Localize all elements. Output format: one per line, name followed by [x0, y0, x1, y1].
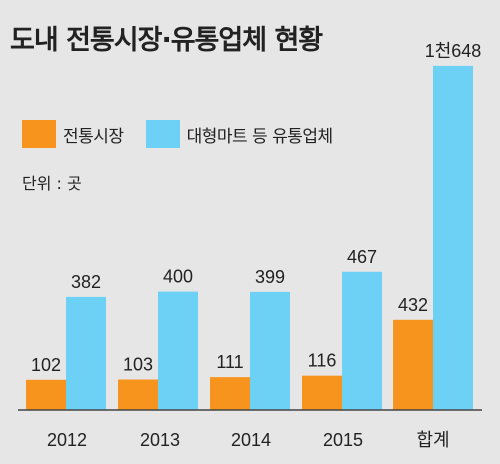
x-tick-label-0: 2012 — [47, 430, 87, 450]
data-label-retail-0: 382 — [71, 272, 101, 292]
data-label-traditional-market-3: 116 — [308, 351, 337, 371]
bar-retail-3 — [342, 271, 382, 410]
legend-label-traditional-market: 전통시장 — [63, 126, 124, 147]
data-label-traditional-market-0: 102 — [31, 355, 61, 375]
bar-traditional-market-3 — [302, 375, 342, 410]
x-tick-label-4: 합계 — [416, 430, 449, 450]
x-tick-label-1: 2013 — [140, 430, 180, 450]
bar-traditional-market-2 — [210, 377, 250, 410]
data-label-retail-1: 400 — [163, 267, 193, 287]
bar-retail-0 — [66, 296, 106, 410]
bar-traditional-market-4 — [393, 319, 433, 410]
data-label-traditional-market-1: 103 — [123, 355, 153, 375]
legend-swatch-traditional-market — [22, 120, 56, 148]
bar-retail-2 — [250, 291, 290, 410]
legend-swatch-retail — [145, 120, 180, 148]
data-label-traditional-market-4: 432 — [398, 295, 428, 315]
data-label-traditional-market-2: 111 — [216, 352, 243, 372]
data-label-retail-3: 467 — [347, 247, 377, 267]
x-tick-label-3: 2015 — [323, 430, 363, 450]
legend: 전통시장 대형마트 등 유통업체 — [22, 120, 355, 148]
bar-retail-4 — [433, 65, 473, 411]
legend-label-retail: 대형마트 등 유통업체 — [186, 126, 334, 147]
bar-traditional-market-0 — [26, 379, 66, 410]
data-label-retail-4: 1천648 — [425, 41, 482, 61]
bar-retail-1 — [158, 291, 198, 410]
unit-label: 단위 : 곳 — [22, 174, 82, 193]
chart-title: 도내 전통시장·유통업체 현황 — [10, 25, 323, 56]
bar-traditional-market-1 — [118, 379, 158, 410]
x-tick-label-2: 2014 — [231, 430, 271, 450]
data-label-retail-2: 399 — [255, 267, 285, 287]
